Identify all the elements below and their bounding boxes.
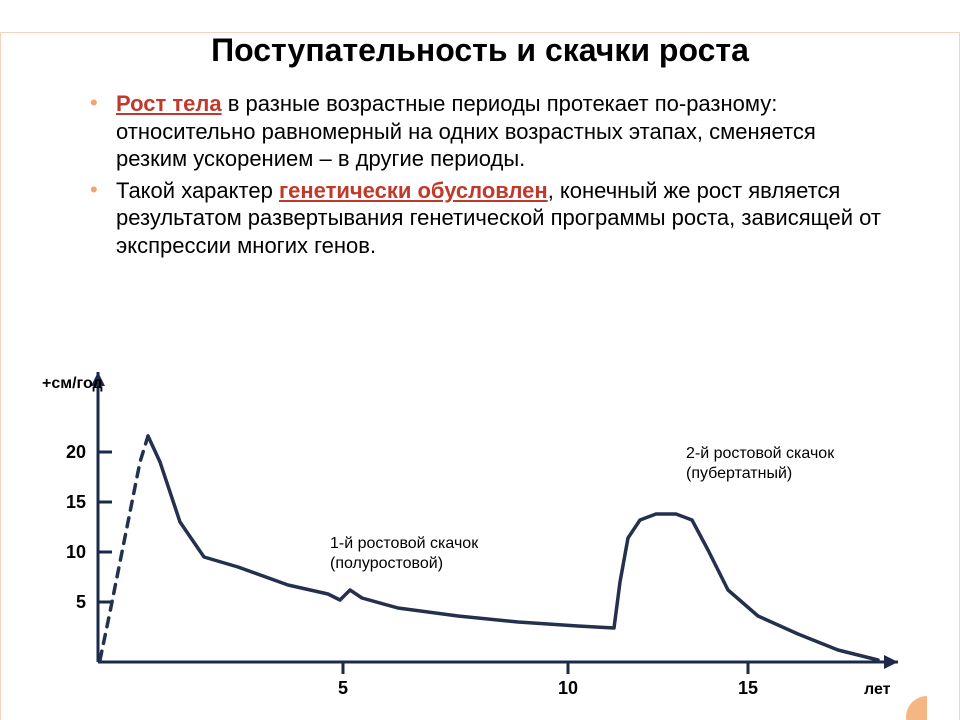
bullet-item: •Рост тела в разные возрастные периоды п… bbox=[90, 90, 890, 173]
svg-text:(пубертатный): (пубертатный) bbox=[686, 465, 792, 482]
svg-text:1-й ростовой скачок: 1-й ростовой скачок bbox=[330, 535, 479, 552]
svg-text:10: 10 bbox=[66, 542, 86, 562]
svg-text:20: 20 bbox=[66, 442, 86, 462]
bullet-text: Такой характер генетически обусловлен, к… bbox=[116, 177, 890, 260]
bullet-text: Рост тела в разные возрастные периоды пр… bbox=[116, 90, 890, 173]
slide-title: Поступательность и скачки роста bbox=[0, 32, 960, 69]
svg-text:5: 5 bbox=[338, 678, 348, 698]
growth-chart: 5 10 15 20 +см/год 5 10 15 лет 1-й ростовой скачо… bbox=[38, 362, 918, 712]
svg-text:15: 15 bbox=[738, 678, 758, 698]
svg-text:15: 15 bbox=[66, 492, 86, 512]
svg-text:(полуростовой): (полуростовой) bbox=[330, 555, 443, 572]
svg-text:2-й ростовой скачок: 2-й ростовой скачок bbox=[686, 445, 835, 462]
svg-text:5: 5 bbox=[76, 592, 86, 612]
bullet-list: •Рост тела в разные возрастные периоды п… bbox=[90, 90, 890, 259]
svg-text:+см/год: +см/год bbox=[42, 375, 103, 392]
bullet-dot-icon: • bbox=[90, 90, 116, 116]
bullet-item: •Такой характер генетически обусловлен, … bbox=[90, 177, 890, 260]
svg-text:лет: лет bbox=[864, 681, 891, 698]
svg-text:10: 10 bbox=[558, 678, 578, 698]
bullet-dot-icon: • bbox=[90, 177, 116, 203]
